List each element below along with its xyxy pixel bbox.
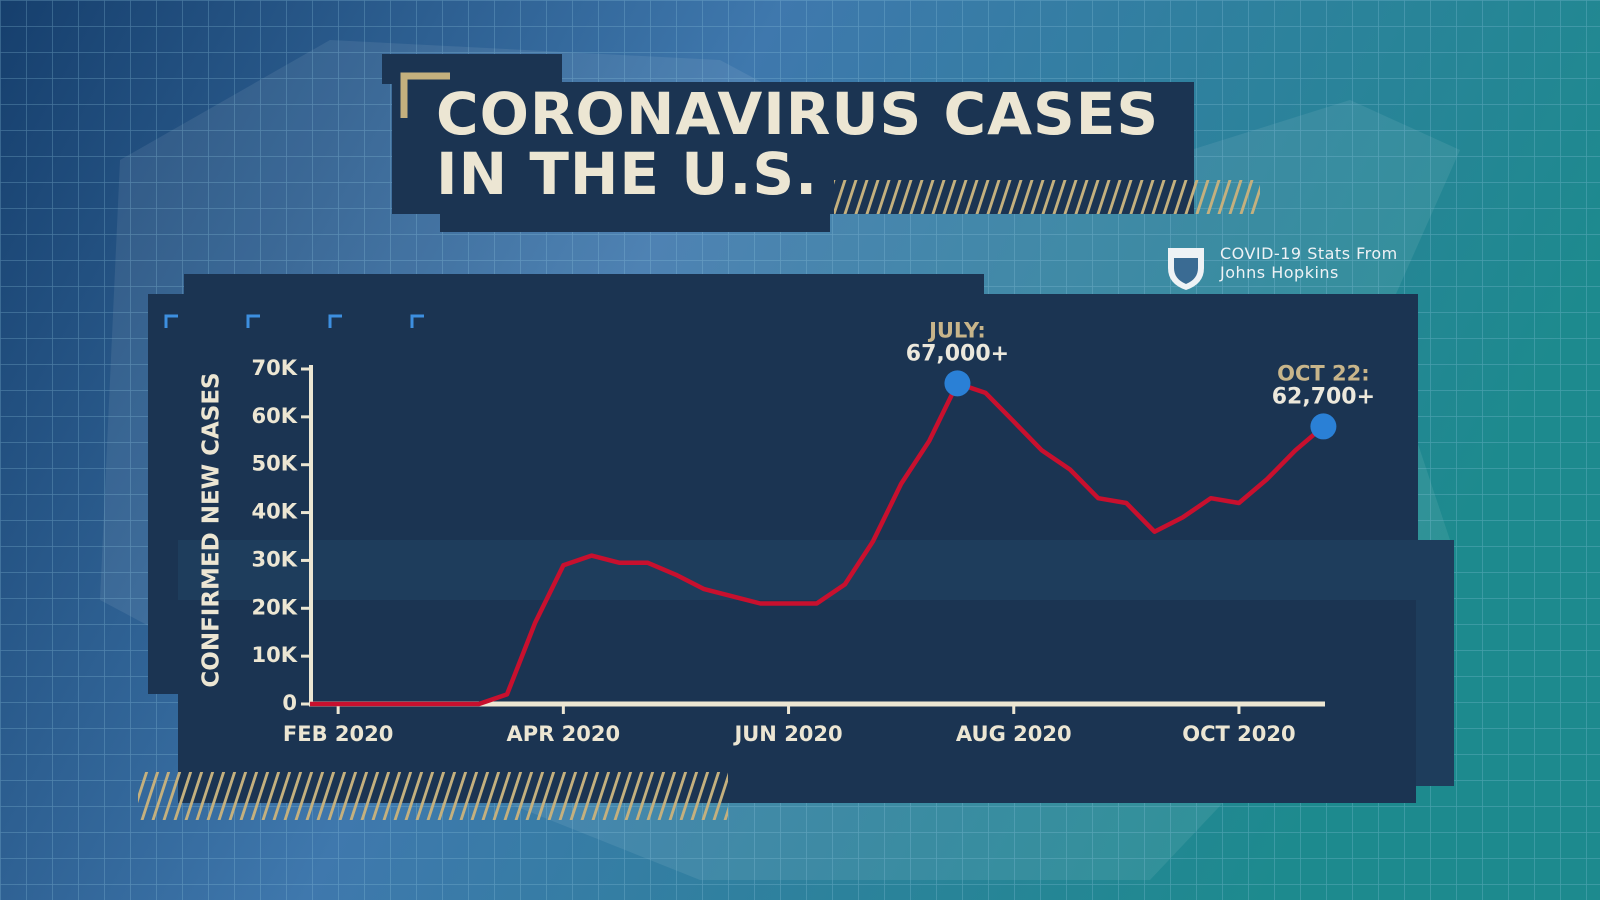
highlight-marker bbox=[1310, 413, 1337, 440]
annotation-value: 67,000+ bbox=[906, 341, 1009, 366]
y-tick-label: 0 bbox=[282, 691, 297, 715]
annotation-title: JULY: bbox=[927, 318, 986, 342]
y-tick-label: 10K bbox=[252, 643, 298, 667]
x-tick-label: FEB 2020 bbox=[283, 722, 393, 746]
title-bracket bbox=[400, 72, 450, 118]
title: CORONAVIRUS CASES IN THE U.S. bbox=[436, 80, 1160, 208]
highlight-marker bbox=[944, 370, 971, 397]
y-tick-label: 40K bbox=[252, 500, 298, 524]
y-tick-label: 20K bbox=[252, 595, 298, 619]
corner-marks bbox=[164, 314, 424, 328]
y-tick-label: 30K bbox=[252, 547, 298, 571]
hatch bbox=[834, 180, 1260, 214]
x-tick-label: OCT 2020 bbox=[1182, 722, 1295, 746]
y-tick-label: 70K bbox=[252, 356, 298, 380]
x-tick-label: APR 2020 bbox=[507, 722, 621, 746]
title-shape bbox=[440, 206, 830, 232]
x-tick-label: JUN 2020 bbox=[732, 722, 842, 746]
source: COVID-19 Stats From Johns Hopkins bbox=[1220, 244, 1398, 282]
y-tick-label: 60K bbox=[252, 404, 298, 428]
y-tick-label: 50K bbox=[252, 452, 298, 476]
annotation-value: 62,700+ bbox=[1272, 384, 1375, 409]
y-axis-label: CONFIRMED NEW CASES bbox=[199, 372, 225, 687]
annotation-title: OCT 22: bbox=[1277, 361, 1370, 385]
hatch bbox=[138, 772, 728, 820]
x-tick-label: AUG 2020 bbox=[956, 722, 1072, 746]
source-logo bbox=[1168, 248, 1204, 290]
data-line bbox=[310, 381, 1325, 707]
